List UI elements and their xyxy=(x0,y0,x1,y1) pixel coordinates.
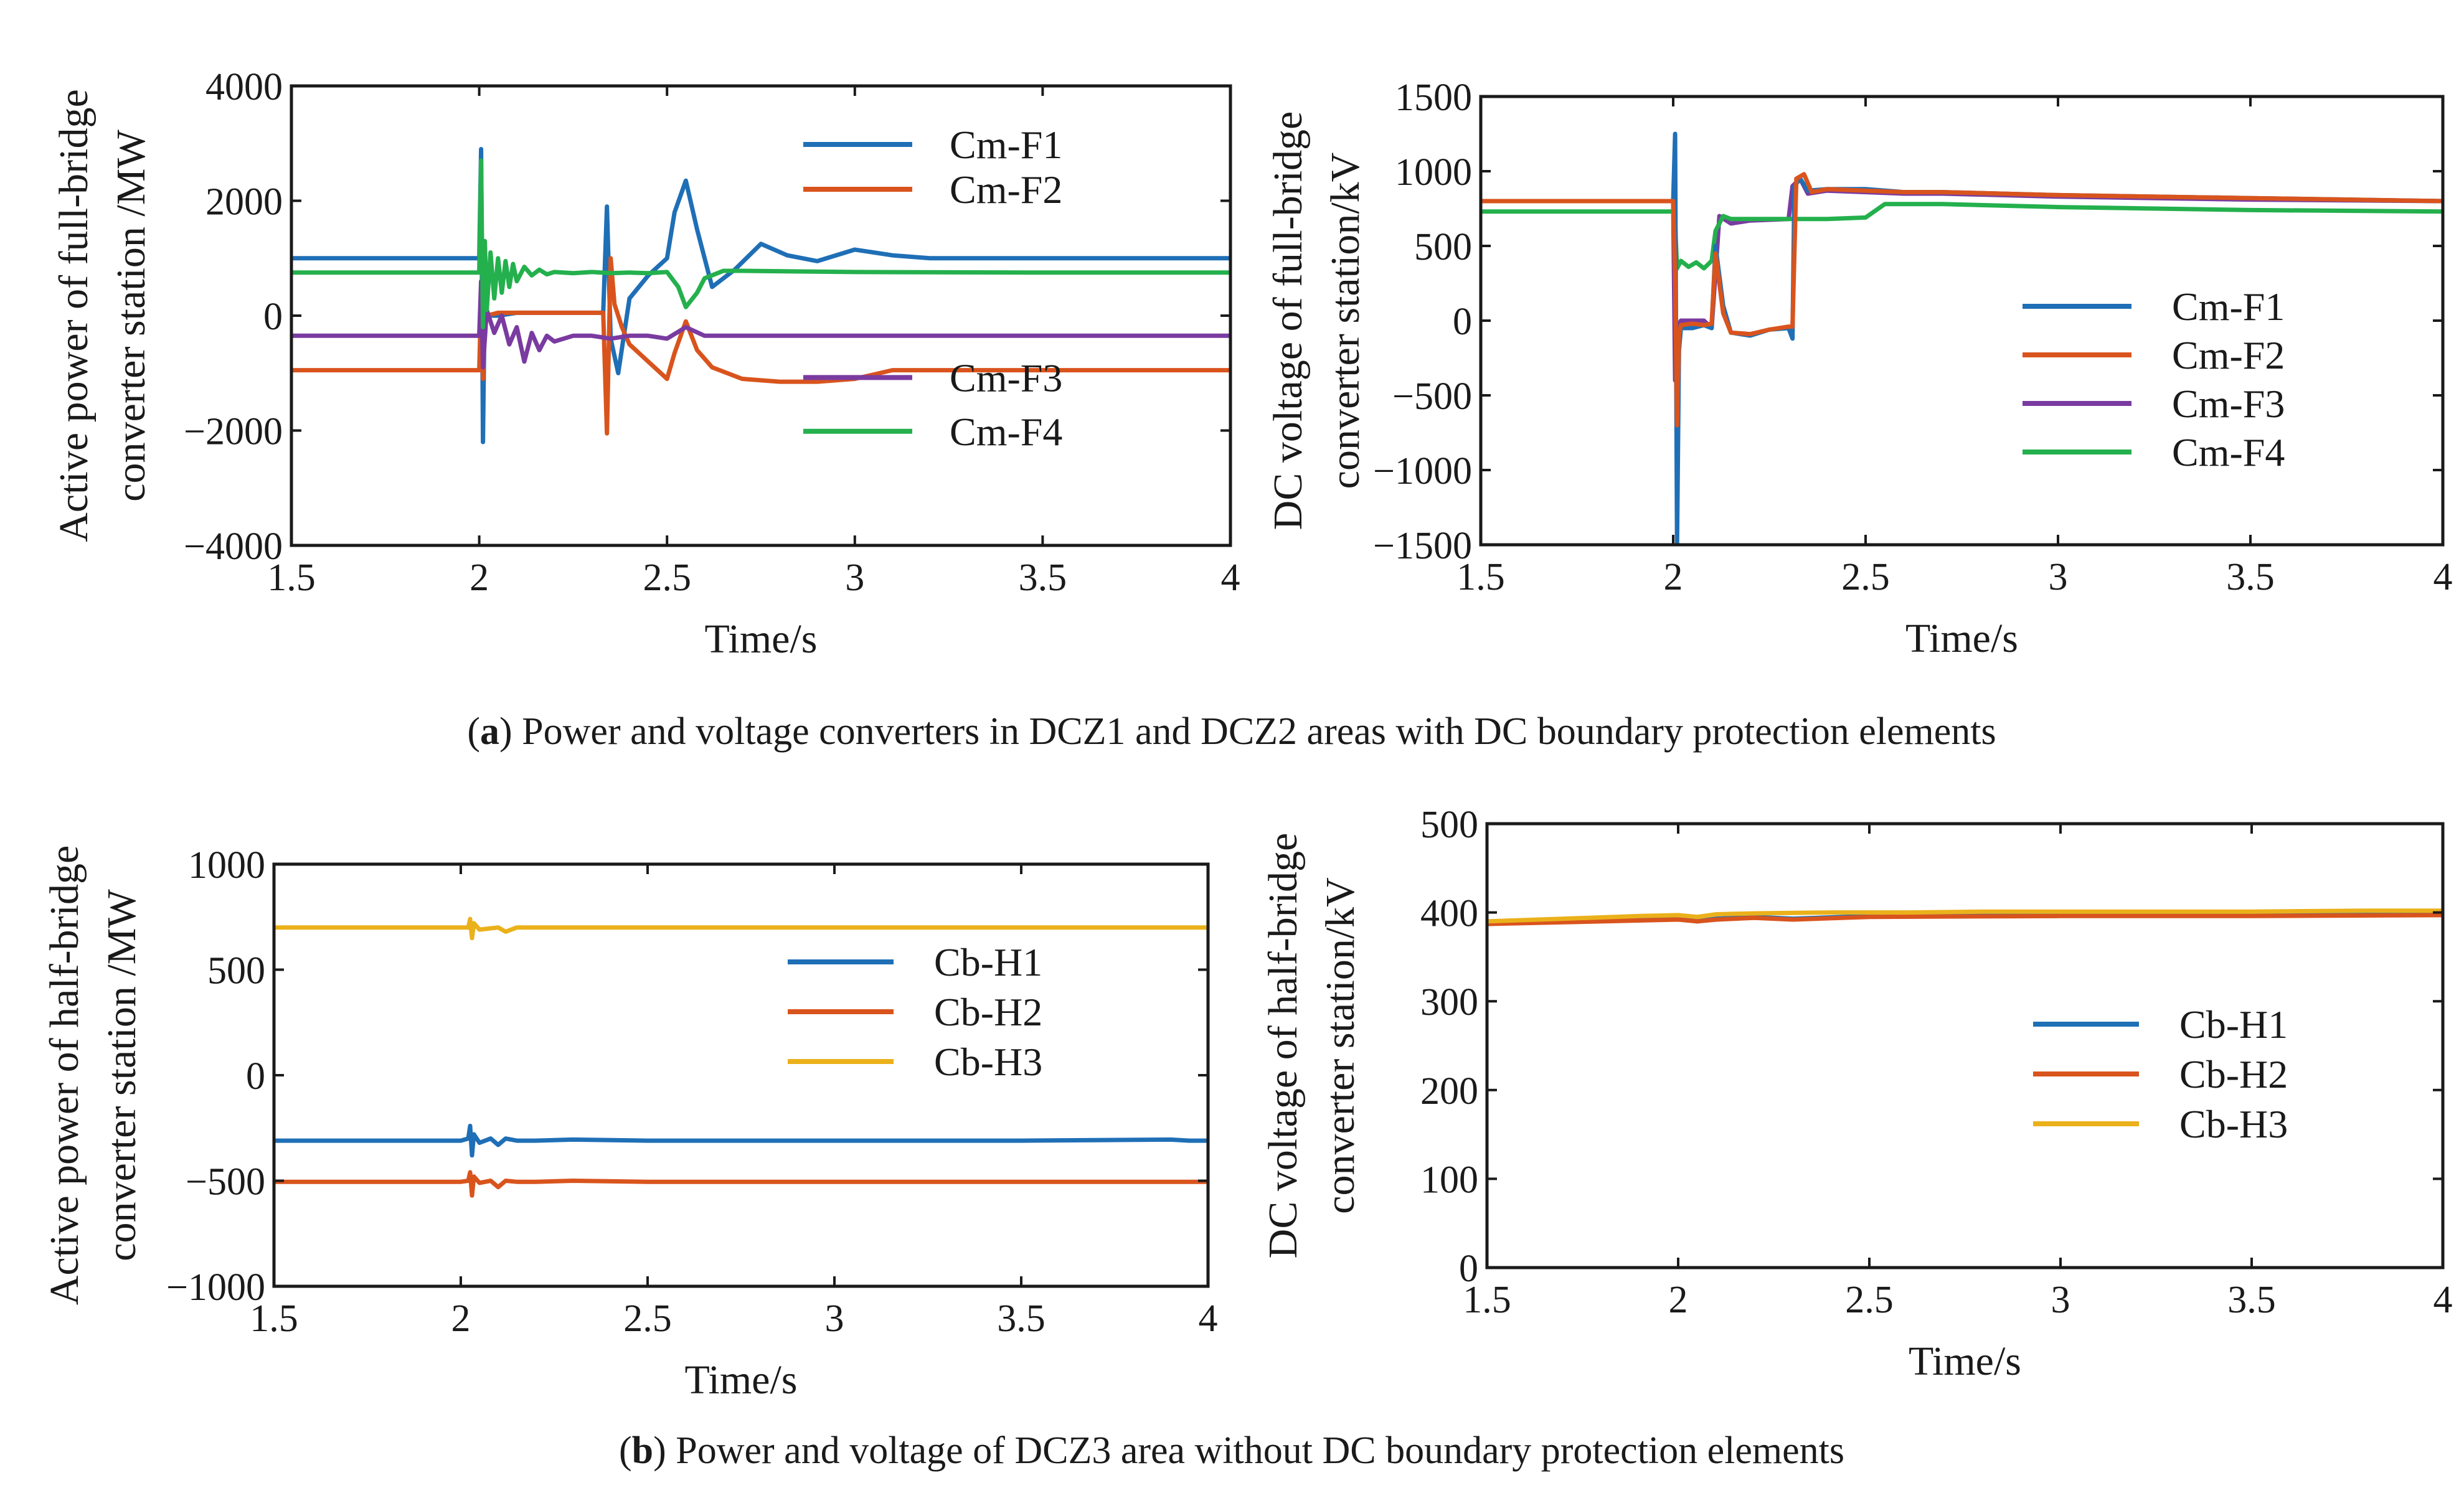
x-tick-label: 3.5 xyxy=(997,1297,1046,1340)
chart-full-bridge-active-power: 1.5 2 2.5 3 3.5 4 −4000 −2000 0 2000 4000 Time/s Act… xyxy=(51,66,1240,662)
series-group xyxy=(1487,908,2443,926)
legend-label-cm-f4: Cm-F4 xyxy=(2172,430,2285,474)
chart-half-bridge-active-power: 1.5 2 2.5 3 3.5 4 −1000 −500 0 500 1000 Time/s Activ… xyxy=(42,844,1218,1403)
series-line-cb-h3 xyxy=(274,916,1208,941)
y-axis-label-line2: converter station/kV xyxy=(1323,153,1368,489)
series-line-cm-f4 xyxy=(291,158,1230,329)
legend-label-cb-h1: Cb-H1 xyxy=(2179,1002,2288,1047)
y-tick-label: −4000 xyxy=(184,525,283,568)
legend-label-cm-f4: Cm-F4 xyxy=(950,410,1062,454)
series-group xyxy=(1481,131,2443,545)
y-tick-label: 1000 xyxy=(1395,151,1472,194)
series-line-cb-h3 xyxy=(1487,908,2443,924)
caption-a: (a) Power and voltage converters in DCZ1… xyxy=(467,710,1996,753)
x-tick-label: 2.5 xyxy=(1841,556,1890,598)
legend-label-cm-f3: Cm-F3 xyxy=(2172,382,2285,426)
y-tick-label: −1500 xyxy=(1373,525,1472,567)
x-tick-label: 1.5 xyxy=(1463,1279,1511,1321)
x-tick-label: 3 xyxy=(845,557,864,599)
x-tick-label: 4 xyxy=(1221,557,1240,599)
x-tick-label: 2.5 xyxy=(643,557,691,599)
x-tick-label: 4 xyxy=(2433,556,2453,598)
chart-full-bridge-dc-voltage: 1.5 2 2.5 3 3.5 4 −1500 −1000 −500 0 500 1000 1500 Ti… xyxy=(1265,77,2453,661)
series-group xyxy=(291,147,1230,445)
x-tick-label: 2.5 xyxy=(1845,1279,1894,1321)
legend-label-cm-f1: Cm-F1 xyxy=(950,123,1062,167)
y-tick-label: −500 xyxy=(186,1161,265,1203)
legend-label-cb-h3: Cb-H3 xyxy=(2179,1102,2288,1146)
plot-frame xyxy=(1485,822,2445,1269)
x-axis-label: Time/s xyxy=(705,616,818,662)
x-tick-label: 1.5 xyxy=(267,557,316,599)
y-tick-label: 300 xyxy=(1420,981,1478,1024)
y-tick-label: 200 xyxy=(1420,1070,1478,1113)
x-tick-label: 2 xyxy=(470,557,489,599)
y-tick-label: −500 xyxy=(1392,375,1472,418)
y-axis-label-line1: DC voltage of half-bridge xyxy=(1260,833,1306,1259)
caption-a-text: Power and voltage converters in DCZ1 and… xyxy=(512,710,1996,753)
y-tick-label: 4000 xyxy=(205,66,283,108)
legend-label-cb-h2: Cb-H2 xyxy=(2179,1052,2288,1096)
y-axis-label-line1: Active power of full-bridge xyxy=(51,89,97,542)
legend-label-cm-f3: Cm-F3 xyxy=(950,356,1062,400)
x-tick-label: 3 xyxy=(2051,1279,2070,1321)
caption-b-letter: b xyxy=(632,1429,653,1472)
x-tick-label: 3 xyxy=(825,1297,844,1340)
x-tick-label: 1.5 xyxy=(1456,556,1505,598)
series-line-cm-f2 xyxy=(1481,172,2443,428)
legend-label-cb-h2: Cb-H2 xyxy=(934,990,1042,1034)
y-tick-label: 0 xyxy=(263,296,283,338)
legend-label-cm-f1: Cm-F1 xyxy=(2172,285,2285,329)
legend-label-cm-f2: Cm-F2 xyxy=(950,167,1062,212)
y-tick-label: 500 xyxy=(1420,804,1478,846)
x-tick-label: 3.5 xyxy=(2227,1279,2276,1321)
y-tick-label: 100 xyxy=(1420,1159,1478,1201)
y-axis-label-line1: Active power of half-bridge xyxy=(42,845,87,1306)
y-tick-label: 0 xyxy=(1459,1248,1478,1290)
caption-a-letter: a xyxy=(480,710,499,753)
y-tick-label: 1500 xyxy=(1395,77,1472,119)
legend-label-cm-f2: Cm-F2 xyxy=(2172,333,2285,377)
y-tick-label: 500 xyxy=(207,950,265,992)
series-line-cb-h2 xyxy=(274,1170,1208,1198)
y-tick-label: 0 xyxy=(1453,301,1472,343)
y-tick-label: 500 xyxy=(1414,226,1472,268)
series-line-cm-f4 xyxy=(1481,202,2443,271)
y-axis-label-line2: converter station /MW xyxy=(99,889,144,1261)
x-axis-label: Time/s xyxy=(685,1357,798,1403)
chart-half-bridge-dc-voltage: 1.5 2 2.5 3 3.5 4 0 100 200 300 400 500 Time/s DC vol… xyxy=(1260,804,2453,1384)
x-tick-label: 2 xyxy=(1669,1279,1688,1321)
x-tick-label: 2 xyxy=(1664,556,1683,598)
x-tick-label: 2.5 xyxy=(623,1297,672,1340)
legend-label-cb-h1: Cb-H1 xyxy=(934,940,1042,984)
y-tick-label: −1000 xyxy=(166,1266,265,1309)
series-group xyxy=(274,916,1208,1198)
x-tick-label: 2 xyxy=(451,1297,471,1340)
y-tick-label: −1000 xyxy=(1373,450,1472,492)
x-tick-label: 1.5 xyxy=(250,1297,298,1340)
legend-label-cb-h3: Cb-H3 xyxy=(934,1040,1042,1084)
series-line-cb-h2 xyxy=(1487,913,2443,926)
x-tick-label: 3.5 xyxy=(1019,557,1067,599)
x-axis-label: Time/s xyxy=(1909,1339,2021,1384)
x-tick-label: 3 xyxy=(2049,556,2068,598)
x-tick-label: 4 xyxy=(1199,1297,1218,1340)
x-axis-label: Time/s xyxy=(1905,616,2018,661)
y-tick-label: 2000 xyxy=(205,181,283,224)
y-axis-label-line2: converter station /MW xyxy=(108,129,154,502)
series-line-cb-h1 xyxy=(274,1123,1208,1158)
y-tick-label: −2000 xyxy=(184,411,283,453)
caption-b-text: Power and voltage of DCZ3 area without D… xyxy=(666,1429,1844,1472)
series-line-cm-f3 xyxy=(291,279,1230,370)
x-tick-label: 3.5 xyxy=(2226,556,2275,598)
y-tick-label: 0 xyxy=(246,1055,265,1098)
caption-b: (b) Power and voltage of DCZ3 area witho… xyxy=(619,1429,1844,1472)
y-axis-label-line1: DC voltage of full-bridge xyxy=(1265,111,1311,530)
y-tick-label: 1000 xyxy=(188,844,265,887)
x-tick-label: 4 xyxy=(2433,1279,2453,1321)
y-tick-label: 400 xyxy=(1420,893,1478,935)
y-axis-label-line2: converter station/kV xyxy=(1318,877,1363,1214)
